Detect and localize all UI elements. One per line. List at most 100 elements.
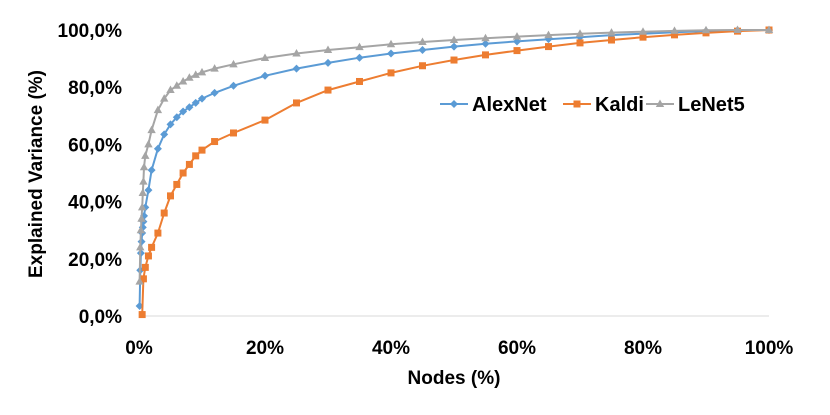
y-tick-label: 60,0%: [68, 135, 122, 156]
data-point-kaldi: [576, 39, 584, 47]
data-point-kaldi: [173, 180, 181, 188]
data-point-kaldi: [160, 209, 168, 217]
data-point-alexnet: [229, 81, 238, 90]
x-tick-label: 0%: [125, 338, 153, 359]
series-line-alexnet: [138, 29, 770, 307]
data-point-kaldi: [144, 252, 152, 260]
data-point-alexnet: [324, 58, 332, 67]
data-point-lenet5: [147, 125, 156, 134]
data-point-alexnet: [210, 88, 219, 97]
data-point-lenet5: [137, 202, 147, 211]
data-point-alexnet: [418, 46, 427, 55]
data-point-alexnet: [292, 64, 301, 73]
data-point-kaldi: [148, 243, 156, 251]
legend-label-lenet5: LeNet5: [678, 94, 745, 116]
data-point-lenet5: [386, 39, 396, 48]
data-point-lenet5: [172, 81, 181, 89]
data-point-lenet5: [136, 225, 146, 234]
data-point-kaldi: [482, 51, 489, 59]
data-point-lenet5: [260, 53, 270, 62]
data-point-alexnet: [185, 103, 194, 112]
data-point-kaldi: [192, 152, 200, 160]
legend-item-lenet5: LeNet5: [646, 94, 745, 116]
data-point-alexnet: [166, 120, 175, 129]
data-point-lenet5: [544, 30, 553, 39]
data-point-kaldi: [167, 192, 174, 200]
data-point-kaldi: [450, 56, 458, 64]
x-axis-ticks: 0% 20% 40% 60% 80% 100%: [125, 338, 793, 359]
data-point-kaldi: [419, 62, 426, 70]
data-point-lenet5: [229, 59, 238, 68]
data-point-lenet5: [191, 70, 200, 78]
data-point-lenet5: [137, 214, 146, 222]
data-point-lenet5: [210, 64, 219, 72]
y-tick-label: 80,0%: [68, 78, 122, 99]
data-point-lenet5: [138, 188, 147, 197]
data-point-alexnet: [450, 42, 458, 51]
x-tick-label: 100%: [745, 338, 794, 359]
data-point-kaldi: [293, 99, 300, 107]
legend-item-alexnet: AlexNet: [440, 94, 547, 116]
data-point-lenet5: [135, 277, 144, 285]
data-point-kaldi: [198, 146, 206, 154]
data-point-kaldi: [608, 36, 615, 44]
data-point-alexnet: [481, 39, 490, 48]
data-point-kaldi: [356, 77, 363, 85]
data-point-lenet5: [355, 42, 364, 51]
data-point-kaldi: [179, 169, 187, 177]
data-point-lenet5: [178, 76, 188, 85]
data-point-lenet5: [481, 33, 490, 42]
data-point-lenet5: [141, 151, 150, 159]
data-point-kaldi: [139, 275, 147, 283]
y-tick-label: 40,0%: [68, 193, 122, 214]
x-tick-label: 40%: [372, 338, 410, 359]
data-point-kaldi: [185, 160, 193, 168]
data-point-kaldi: [387, 69, 395, 77]
y-tick-label: 100,0%: [58, 21, 123, 42]
series-lenet5: [135, 25, 774, 285]
data-point-lenet5: [575, 29, 585, 37]
data-point-alexnet: [144, 186, 153, 195]
data-point-lenet5: [701, 25, 711, 34]
data-point-kaldi: [154, 229, 162, 237]
data-point-lenet5: [764, 25, 774, 33]
x-tick-label: 80%: [624, 338, 662, 359]
data-point-kaldi: [261, 116, 269, 124]
data-point-kaldi: [324, 86, 332, 94]
y-tick-label: 20,0%: [68, 250, 122, 271]
x-axis-title: Nodes (%): [408, 368, 501, 389]
legend-marker-kaldi: [573, 100, 581, 108]
series-line-lenet5: [138, 29, 769, 282]
data-point-lenet5: [733, 25, 742, 33]
data-point-lenet5: [185, 73, 194, 81]
legend-label-kaldi: Kaldi: [595, 94, 644, 116]
data-point-kaldi: [141, 263, 149, 271]
data-point-lenet5: [166, 85, 175, 94]
data-point-lenet5: [323, 45, 333, 54]
data-point-alexnet: [191, 98, 200, 107]
data-point-alexnet: [179, 107, 188, 116]
data-point-kaldi: [513, 47, 521, 55]
series-line-kaldi: [141, 29, 770, 315]
data-point-alexnet: [198, 94, 206, 103]
data-point-alexnet: [261, 71, 269, 80]
y-tick-label: 0,0%: [79, 307, 122, 328]
legend-label-alexnet: AlexNet: [472, 94, 547, 116]
data-point-lenet5: [153, 105, 163, 114]
data-point-kaldi: [211, 138, 219, 146]
data-point-alexnet: [387, 49, 395, 58]
legend: AlexNet Kaldi LeNet5: [440, 94, 745, 116]
data-point-lenet5: [139, 162, 149, 171]
x-tick-label: 20%: [246, 338, 284, 359]
series-kaldi: [138, 26, 773, 319]
data-point-lenet5: [292, 48, 301, 57]
data-point-kaldi: [639, 33, 647, 41]
legend-item-kaldi: Kaldi: [563, 94, 644, 116]
data-point-lenet5: [197, 67, 207, 76]
x-tick-label: 60%: [498, 338, 536, 359]
data-point-alexnet: [153, 144, 162, 153]
data-point-lenet5: [670, 26, 679, 34]
data-point-alexnet: [355, 53, 364, 62]
data-point-kaldi: [230, 129, 237, 137]
